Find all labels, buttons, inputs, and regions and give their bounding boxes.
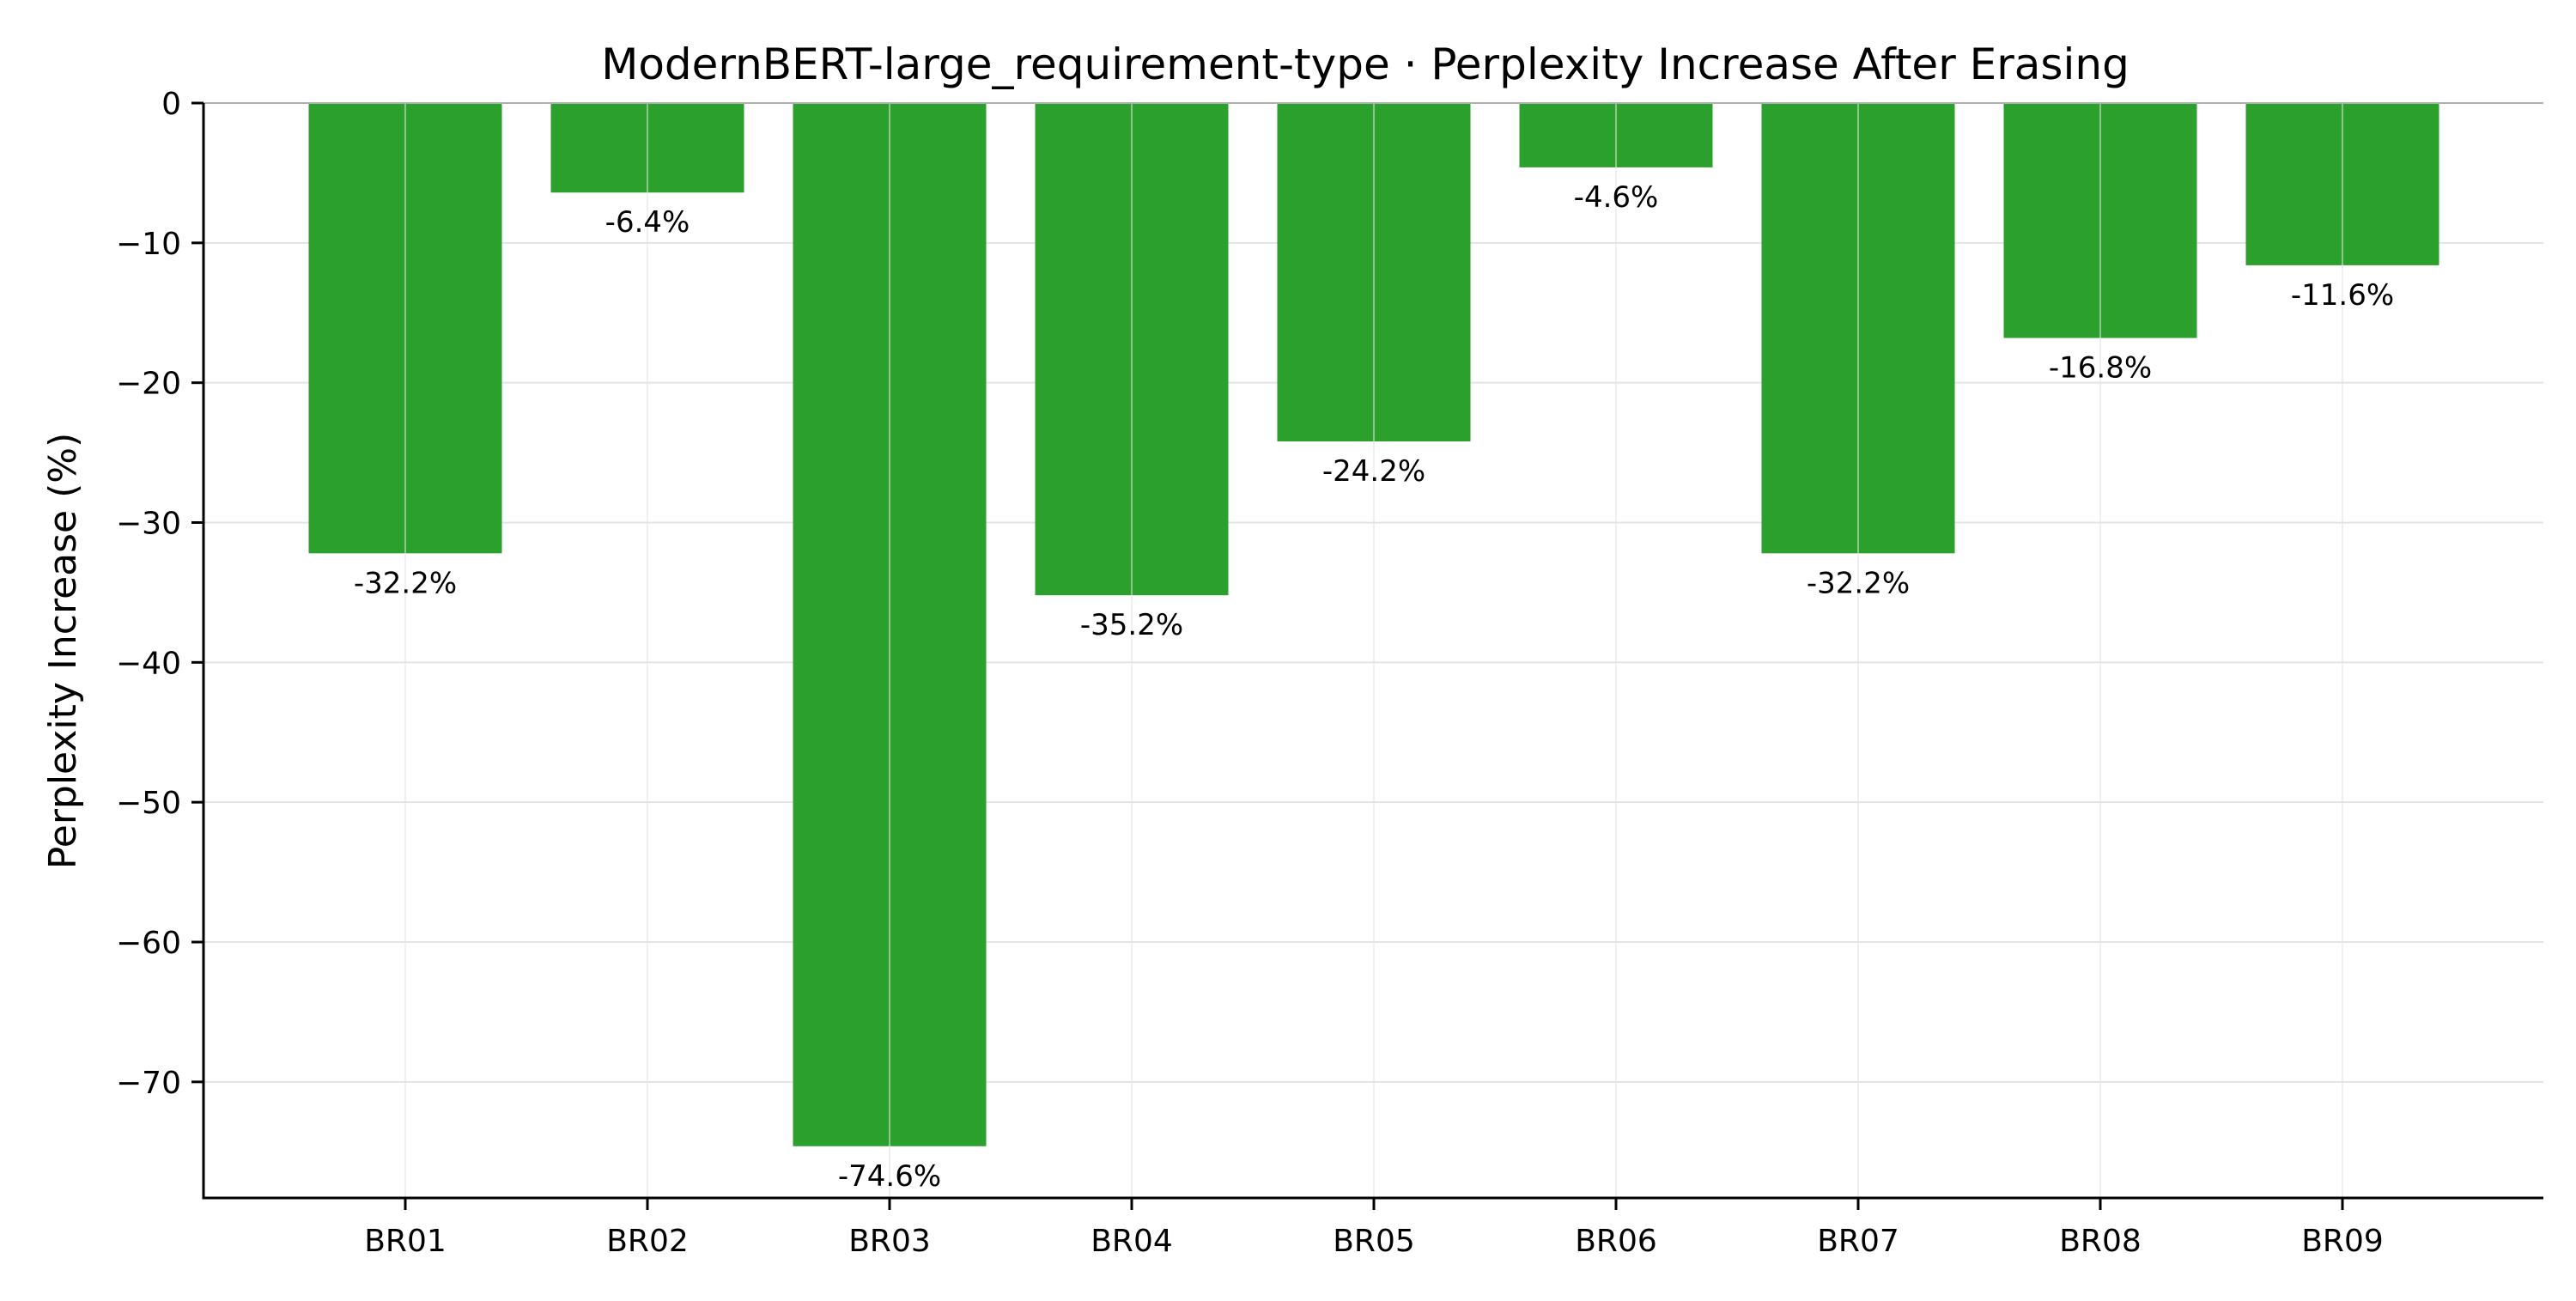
data-label-br09: -11.6%	[2291, 278, 2394, 313]
chart-title: ModernBERT-large_requirement-type · Perp…	[601, 40, 2129, 89]
y-tick-label: −40	[116, 646, 181, 681]
y-tick-label: −50	[116, 786, 181, 821]
y-tick-label: 0	[161, 87, 181, 122]
y-tick-label: −70	[116, 1066, 181, 1101]
x-tick-label: BR02	[606, 1224, 689, 1259]
data-label-br07: -32.2%	[1807, 566, 1910, 600]
x-tick-label: BR01	[364, 1224, 447, 1259]
x-tick-label: BR04	[1091, 1224, 1173, 1259]
x-tick-label: BR05	[1333, 1224, 1415, 1259]
x-tick-label: BR08	[2059, 1224, 2142, 1259]
y-tick-label: −10	[116, 227, 181, 262]
y-tick-label: −60	[116, 926, 181, 961]
data-label-br02: -6.4%	[605, 205, 690, 240]
data-label-br05: -24.2%	[1322, 454, 1425, 489]
bars	[308, 103, 2439, 1198]
axes	[191, 101, 2543, 1210]
x-tick-label: BR09	[2301, 1224, 2384, 1259]
data-label-br06: -4.6%	[1574, 180, 1659, 215]
y-axis-label: Perplexity Increase (%)	[41, 433, 85, 869]
x-tick-label: BR06	[1575, 1224, 1657, 1259]
tick-labels: 0 −10 −20 −30 −40 −50 −60 −70 BR01 BR02 BR03 BR04 BR…	[116, 87, 2384, 1259]
data-label-br01: -32.2%	[354, 566, 457, 600]
y-tick-label: −30	[116, 507, 181, 542]
data-labels: -32.2% -6.4% -74.6% -35.2% -24.2% -4.6% -32.2%…	[354, 180, 2394, 1194]
data-label-br04: -35.2%	[1080, 608, 1183, 642]
data-label-br03: -74.6%	[838, 1159, 941, 1194]
x-tick-label: BR07	[1817, 1224, 1899, 1259]
y-tick-label: −20	[116, 367, 181, 402]
data-label-br08: -16.8%	[2049, 351, 2152, 386]
x-tick-label: BR03	[848, 1224, 931, 1259]
